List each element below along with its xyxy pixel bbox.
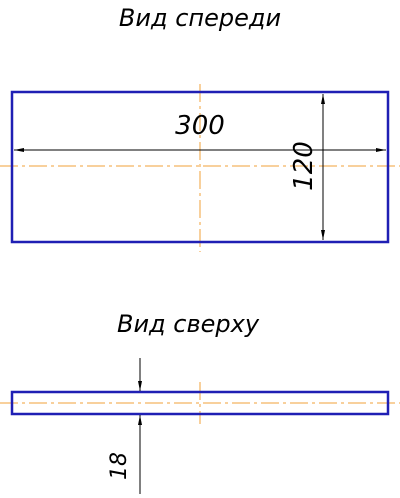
front-view-title: Вид спереди xyxy=(119,4,281,32)
front-view-outline xyxy=(10,90,390,244)
top-view-title: Вид сверху xyxy=(117,310,260,338)
top-view-outline xyxy=(10,390,390,416)
length-dimension-label: 300 xyxy=(175,111,225,141)
thickness-dimension-label: 18 xyxy=(107,452,132,480)
height-dimension-label: 120 xyxy=(289,141,319,191)
